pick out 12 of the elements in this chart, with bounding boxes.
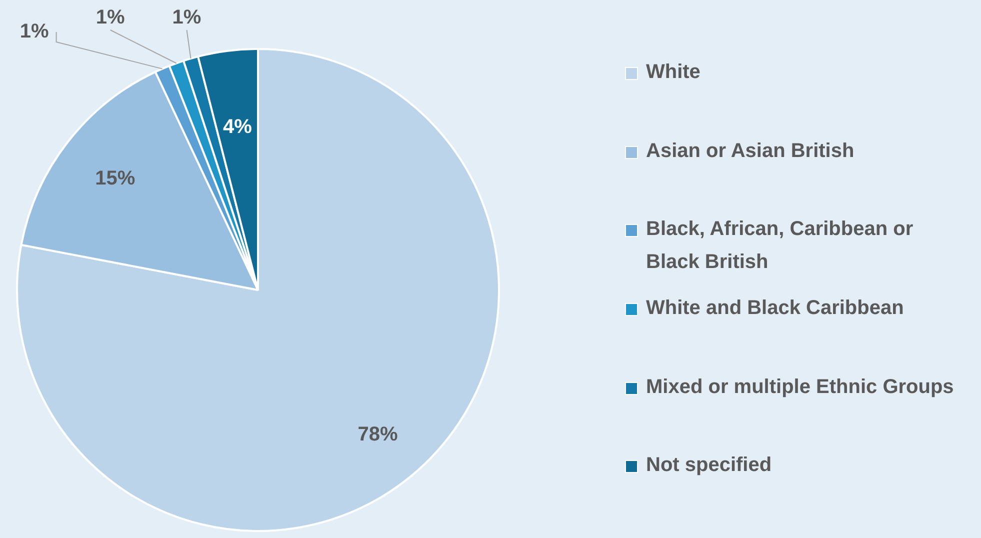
legend-label: Black, African, Caribbean or Black British bbox=[646, 217, 914, 275]
legend-label: Mixed or multiple Ethnic Groups bbox=[646, 375, 954, 400]
legend-label: White bbox=[646, 60, 700, 85]
legend-label: Not specified bbox=[646, 453, 772, 478]
data-label: 1% bbox=[20, 20, 49, 43]
legend-label: White and Black Caribbean bbox=[646, 296, 904, 321]
legend-label: Asian or Asian British bbox=[646, 139, 854, 164]
data-label: 4% bbox=[223, 116, 252, 138]
data-label: 1% bbox=[96, 6, 126, 29]
data-label: 1% bbox=[172, 6, 202, 29]
data-label: 78% bbox=[358, 423, 398, 446]
data-label: 15% bbox=[95, 168, 136, 190]
